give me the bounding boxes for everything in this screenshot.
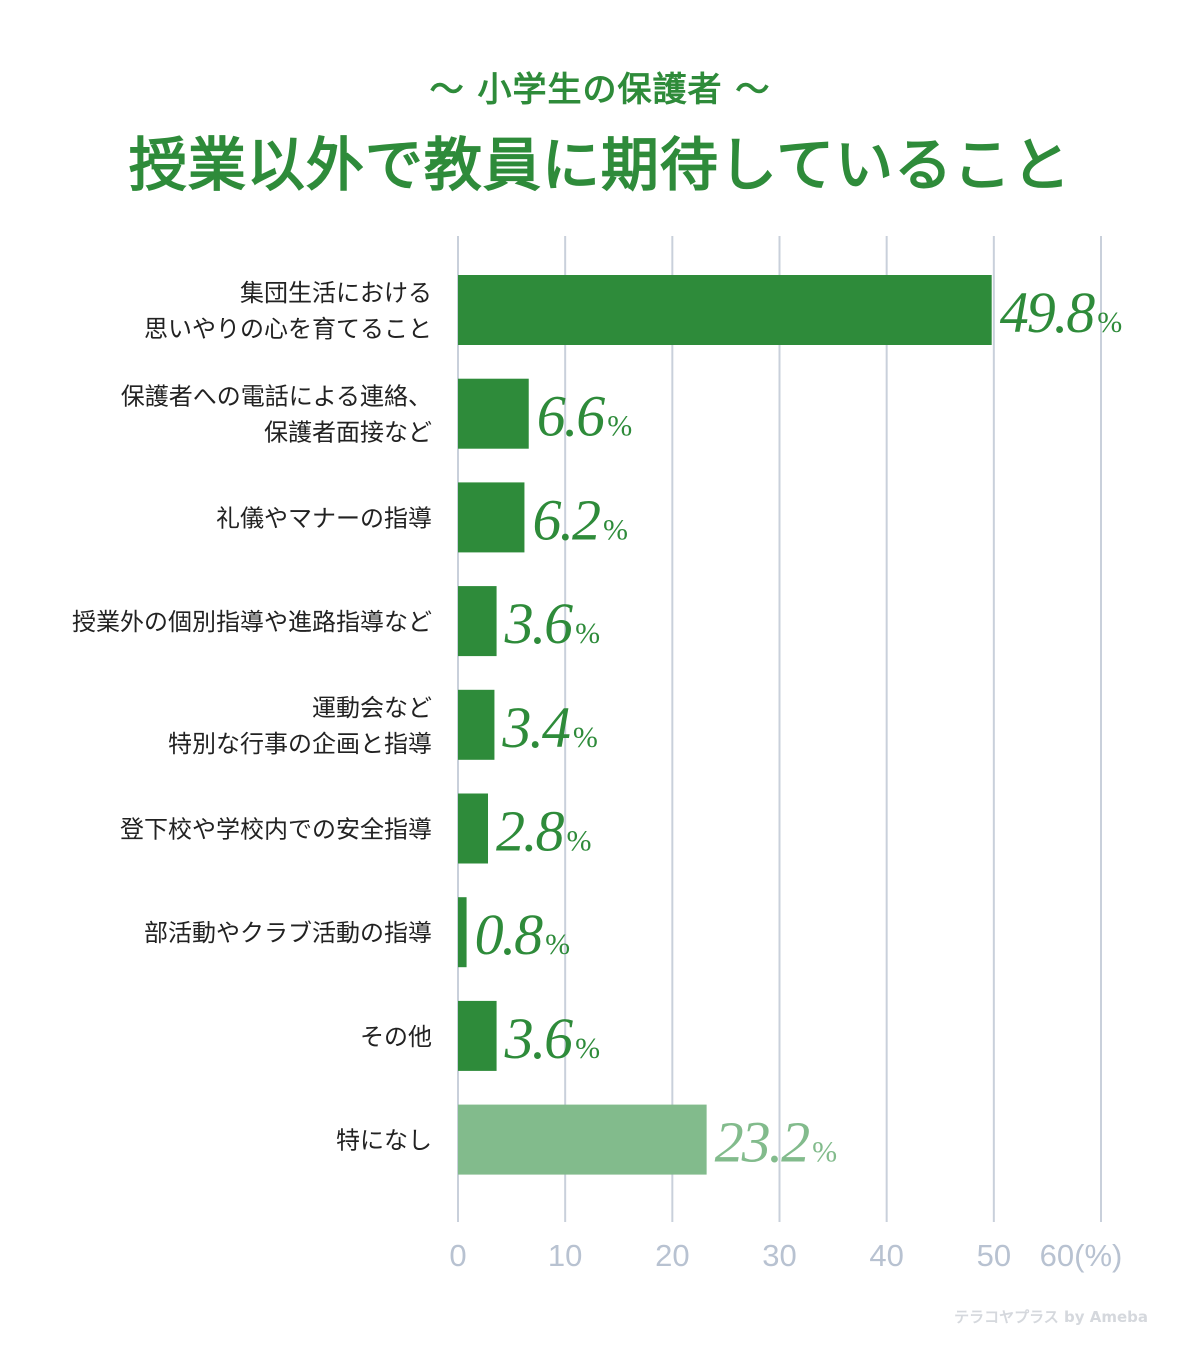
bar — [458, 1104, 707, 1175]
value-unit: % — [575, 617, 599, 650]
bar — [458, 586, 497, 657]
x-tick-label: 30 — [762, 1238, 796, 1273]
category-label: 登下校や学校内での安全指導 — [120, 816, 432, 844]
bar — [458, 378, 529, 449]
value-unit: % — [575, 1032, 599, 1065]
value-label: 3.6% — [504, 1006, 599, 1071]
value-label: 49.8% — [1000, 280, 1121, 345]
category-label: 礼儀やマナーの指導 — [216, 504, 432, 532]
brand-watermark: テラコヤプラス by Ameba — [954, 1308, 1148, 1326]
x-tick-label: 20 — [655, 1238, 689, 1273]
value-number: 6.6 — [537, 384, 606, 449]
bar — [458, 897, 467, 968]
value-unit: % — [1097, 306, 1121, 339]
category-label: 保護者面接など — [264, 419, 432, 447]
category-label: 特別な行事の企画と指導 — [168, 730, 432, 758]
value-label: 3.4% — [501, 695, 596, 760]
x-tick-label: 40 — [869, 1238, 903, 1273]
chart-subtitle: 〜 小学生の保護者 〜 — [429, 70, 771, 110]
category-label: 運動会など — [312, 694, 432, 722]
value-unit: % — [603, 513, 627, 546]
category-label: 部活動やクラブ活動の指導 — [144, 919, 432, 947]
value-unit: % — [607, 410, 631, 443]
value-number: 23.2 — [715, 1110, 810, 1175]
value-unit: % — [812, 1136, 836, 1169]
bar — [458, 689, 495, 760]
value-label: 6.6% — [537, 384, 632, 449]
x-tick-label: 50 — [977, 1238, 1011, 1273]
value-label: 0.8% — [475, 902, 570, 967]
value-number: 3.4 — [501, 695, 569, 760]
bar — [458, 482, 525, 553]
x-tick-label: 10 — [548, 1238, 582, 1273]
category-label: 特になし — [336, 1127, 432, 1155]
category-label: 集団生活における — [240, 279, 432, 307]
value-label: 3.6% — [504, 591, 599, 656]
value-unit: % — [573, 721, 597, 754]
value-number: 49.8 — [1000, 280, 1095, 345]
value-number: 0.8 — [475, 902, 544, 967]
value-unit: % — [567, 825, 591, 858]
value-number: 3.6 — [504, 591, 573, 656]
bar — [458, 793, 489, 864]
chart-title: 授業以外で教員に期待していること — [128, 131, 1072, 199]
category-label: 保護者への電話による連絡、 — [121, 383, 432, 411]
category-label: その他 — [360, 1023, 432, 1051]
value-unit: % — [545, 928, 569, 961]
bar — [458, 275, 992, 345]
value-number: 2.8 — [496, 799, 565, 864]
x-tick-label: 0 — [449, 1238, 466, 1273]
category-label: 思いやりの心を育てること — [144, 315, 432, 343]
value-number: 6.2 — [532, 487, 600, 552]
value-number: 3.6 — [504, 1006, 573, 1071]
bar — [458, 1000, 497, 1071]
value-label: 2.8% — [496, 799, 591, 864]
value-label: 23.2% — [715, 1110, 837, 1175]
x-tick-label: 60(%) — [1040, 1238, 1123, 1273]
value-label: 6.2% — [532, 487, 627, 552]
category-label: 授業外の個別指導や進路指導など — [72, 608, 432, 636]
